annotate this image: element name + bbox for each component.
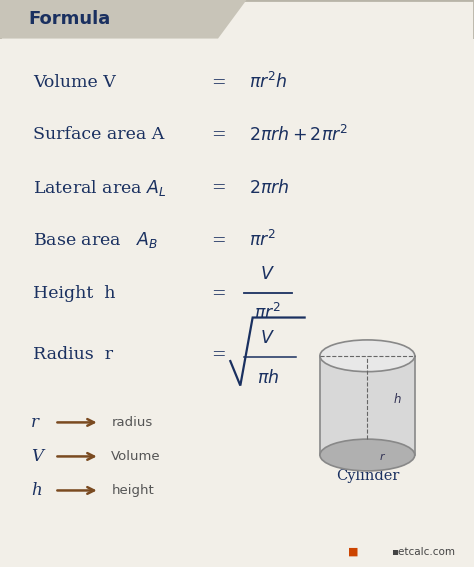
Text: r: r (31, 414, 39, 431)
Ellipse shape (320, 439, 415, 471)
Text: $V$: $V$ (260, 330, 275, 347)
Text: Height  h: Height h (33, 285, 116, 302)
Text: V: V (31, 448, 43, 465)
Text: =: = (211, 285, 225, 302)
Text: Volume: Volume (111, 450, 161, 463)
Text: =: = (211, 126, 225, 143)
Text: $2\pi rh + 2\pi r^2$: $2\pi rh + 2\pi r^2$ (249, 125, 348, 145)
Text: radius: radius (111, 416, 153, 429)
Text: =: = (211, 179, 225, 196)
Text: $2\pi rh$: $2\pi rh$ (249, 179, 289, 197)
Text: $\pi h$: $\pi h$ (256, 369, 279, 387)
Text: $V$: $V$ (260, 266, 275, 283)
Text: ■: ■ (348, 547, 359, 557)
Text: ▪etcalc.com: ▪etcalc.com (391, 547, 455, 557)
Text: Base area   $A_B$: Base area $A_B$ (33, 230, 158, 251)
Text: $\pi r^2 h$: $\pi r^2 h$ (249, 72, 287, 92)
Text: r: r (379, 452, 384, 462)
FancyBboxPatch shape (320, 356, 415, 455)
Text: h: h (31, 482, 42, 499)
Text: Surface area A: Surface area A (33, 126, 164, 143)
Text: Radius  r: Radius r (33, 346, 113, 363)
Text: Formula: Formula (28, 10, 111, 28)
Ellipse shape (320, 340, 415, 372)
Text: h: h (393, 393, 401, 406)
Text: Volume V: Volume V (33, 74, 116, 91)
Text: =: = (211, 74, 225, 91)
FancyBboxPatch shape (0, 39, 474, 567)
Text: Lateral area $A_L$: Lateral area $A_L$ (33, 177, 167, 198)
Text: =: = (211, 232, 225, 249)
Text: $\pi r^2$: $\pi r^2$ (249, 230, 276, 251)
Text: =: = (211, 346, 225, 363)
Text: Cylinder: Cylinder (336, 469, 399, 483)
Text: height: height (111, 484, 154, 497)
Polygon shape (0, 0, 246, 39)
Text: $\pi r^2$: $\pi r^2$ (254, 303, 282, 323)
